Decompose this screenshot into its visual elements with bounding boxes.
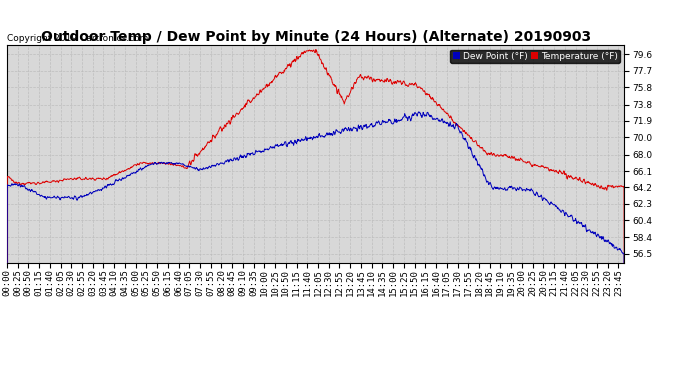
Title: Outdoor Temp / Dew Point by Minute (24 Hours) (Alternate) 20190903: Outdoor Temp / Dew Point by Minute (24 H… xyxy=(41,30,591,44)
Text: Copyright 2019 Cartronics.com: Copyright 2019 Cartronics.com xyxy=(7,34,148,43)
Legend: Dew Point (°F), Temperature (°F): Dew Point (°F), Temperature (°F) xyxy=(451,50,620,63)
